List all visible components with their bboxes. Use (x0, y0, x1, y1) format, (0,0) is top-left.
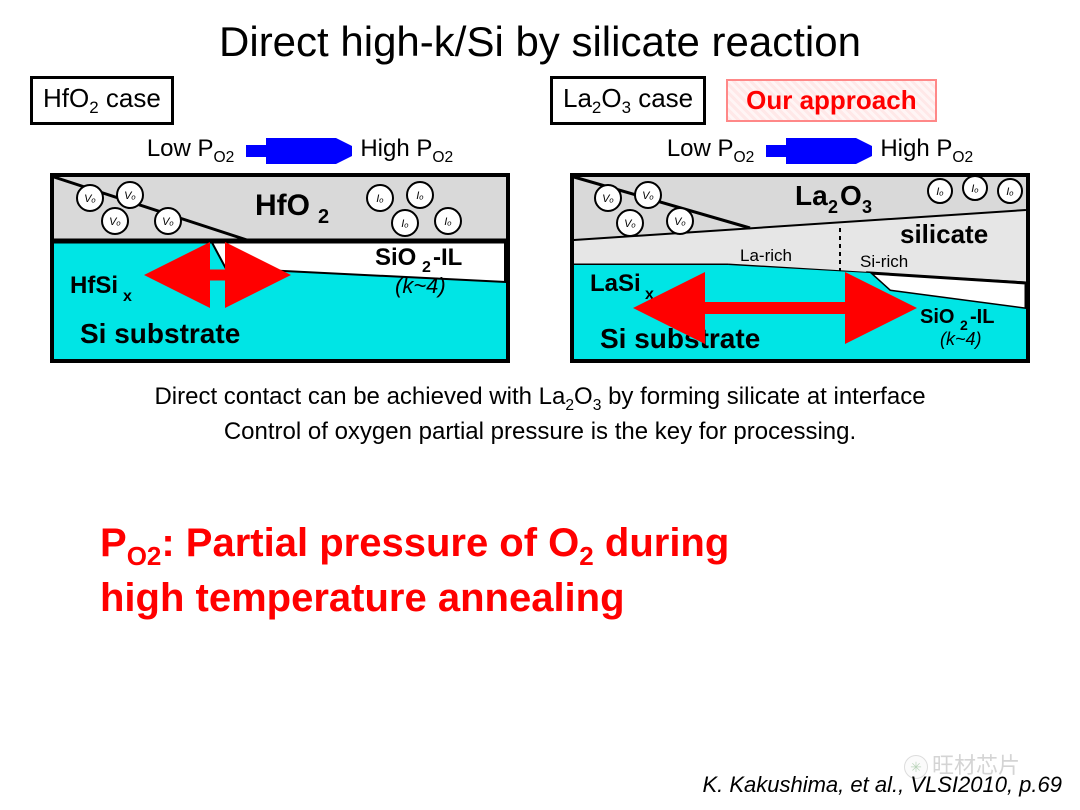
svg-text:Iₒ: Iₒ (971, 183, 978, 195)
svg-text:Vₒ: Vₒ (624, 218, 636, 230)
left-diagram: Vₒ Vₒ Vₒ Vₒ Iₒ Iₒ Iₒ Iₒ HfO2 SiO2-IL (k~… (50, 173, 510, 363)
caption-line1: Direct contact can be achieved with La2O… (30, 381, 1050, 416)
panels-row: HfO2 case Low PO2 High PO2 (0, 76, 1080, 363)
svg-text:Iₒ: Iₒ (416, 190, 423, 202)
svg-text:Iₒ: Iₒ (376, 193, 383, 205)
svg-text:2: 2 (318, 206, 329, 228)
left-low-p: Low PO2 (147, 135, 235, 167)
blue-arrow-icon (762, 138, 872, 164)
svg-text:Vₒ: Vₒ (162, 216, 174, 228)
svg-text:SiO: SiO (920, 306, 954, 328)
citation: K. Kakushima, et al., VLSI2010, p.69 (702, 772, 1062, 798)
svg-text:Si-rich: Si-rich (860, 252, 908, 271)
svg-text:silicate: silicate (900, 219, 988, 249)
svg-text:SiO: SiO (375, 244, 416, 271)
svg-text:LaSi: LaSi (590, 270, 641, 297)
svg-text:3: 3 (862, 197, 872, 217)
right-pressure-row: Low PO2 High PO2 (590, 135, 1050, 167)
page-title: Direct high-k/Si by silicate reaction (0, 0, 1080, 76)
left-pressure-row: Low PO2 High PO2 (70, 135, 530, 167)
svg-text:x: x (123, 288, 132, 305)
svg-text:Si substrate: Si substrate (600, 323, 760, 354)
svg-text:Iₒ: Iₒ (936, 186, 943, 198)
svg-text:Vₒ: Vₒ (124, 190, 136, 202)
svg-text:x: x (645, 286, 654, 303)
svg-text:La-rich: La-rich (740, 246, 792, 265)
svg-text:(k~4): (k~4) (940, 329, 982, 349)
svg-text:Iₒ: Iₒ (1006, 186, 1013, 198)
svg-text:Si substrate: Si substrate (80, 318, 240, 349)
right-case-label: La2O3 case (550, 76, 706, 125)
svg-text:-IL: -IL (433, 244, 462, 271)
right-panel: La2O3 case Our approach Low PO2 High PO2 (550, 76, 1050, 363)
left-panel: HfO2 case Low PO2 High PO2 (30, 76, 530, 363)
svg-text:HfO: HfO (255, 189, 310, 222)
blue-arrow-icon (242, 138, 352, 164)
right-header: La2O3 case Our approach (550, 76, 1050, 125)
svg-text:-IL: -IL (970, 306, 994, 328)
svg-text:Iₒ: Iₒ (401, 218, 408, 230)
left-high-p: High PO2 (360, 135, 453, 167)
right-low-p: Low PO2 (667, 135, 755, 167)
svg-text:HfSi: HfSi (70, 272, 118, 299)
svg-text:Iₒ: Iₒ (444, 216, 451, 228)
caption-line2: Control of oxygen partial pressure is th… (30, 416, 1050, 448)
svg-text:La: La (795, 180, 828, 211)
svg-text:Vₒ: Vₒ (84, 193, 96, 205)
svg-text:Vₒ: Vₒ (602, 193, 614, 205)
svg-text:O: O (840, 180, 862, 211)
svg-text:Vₒ: Vₒ (109, 216, 121, 228)
left-case-label: HfO2 case (30, 76, 174, 125)
left-header: HfO2 case (30, 76, 530, 125)
right-high-p: High PO2 (880, 135, 973, 167)
definition-text: PO2: Partial pressure of O2 duringhigh t… (0, 448, 1080, 623)
svg-text:(k~4): (k~4) (395, 273, 446, 298)
svg-text:Vₒ: Vₒ (642, 190, 654, 202)
svg-text:Vₒ: Vₒ (674, 216, 686, 228)
approach-label: Our approach (726, 79, 936, 122)
svg-text:2: 2 (828, 197, 838, 217)
right-diagram: Vₒ Vₒ Vₒ Vₒ Iₒ Iₒ Iₒ La2O3 silicate La-r… (570, 173, 1030, 363)
caption: Direct contact can be achieved with La2O… (0, 363, 1080, 448)
